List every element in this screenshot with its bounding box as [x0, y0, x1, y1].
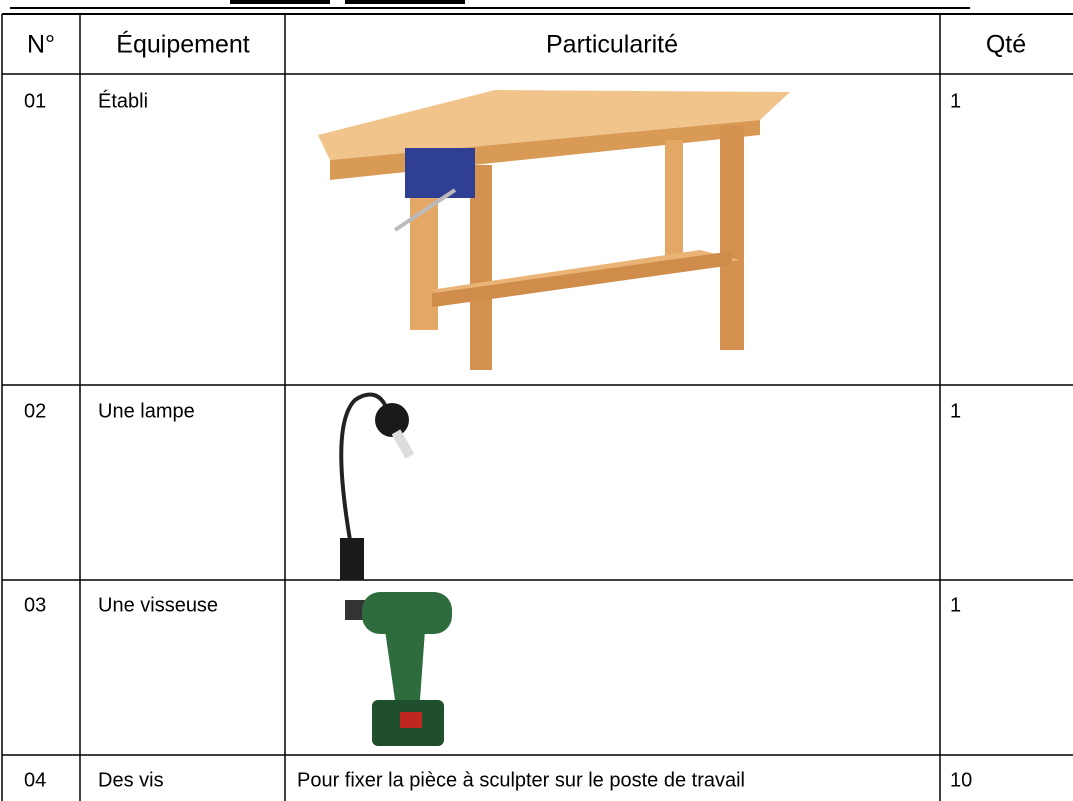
- header-cell: Qté: [986, 31, 1026, 59]
- heading-fragment: [230, 0, 330, 4]
- lamp-image: [339, 392, 415, 580]
- equipment-cell: Une visseuse: [98, 594, 218, 616]
- table-grid: [1, 13, 1073, 801]
- particularity-cell: Pour fixer la pièce à sculpter sur le po…: [297, 769, 745, 791]
- heading-fragment: [345, 0, 465, 4]
- quantity-cell: 1: [950, 594, 961, 616]
- workbench-image: [318, 90, 790, 370]
- equipment-cell: Établi: [98, 89, 148, 112]
- equipment-cell: Une lampe: [98, 400, 195, 422]
- quantity-cell: 1: [950, 90, 961, 112]
- header-cell: Équipement: [116, 30, 249, 59]
- number-cell: 04: [24, 769, 46, 791]
- quantity-cell: 10: [950, 769, 972, 791]
- header-cell: Particularité: [546, 31, 678, 59]
- header-cell: N°: [27, 31, 55, 59]
- number-cell: 02: [24, 400, 46, 422]
- drill-image: [345, 592, 452, 746]
- number-cell: 01: [24, 90, 46, 112]
- equipment-cell: Des vis: [98, 769, 164, 791]
- quantity-cell: 1: [950, 400, 961, 422]
- number-cell: 03: [24, 594, 46, 616]
